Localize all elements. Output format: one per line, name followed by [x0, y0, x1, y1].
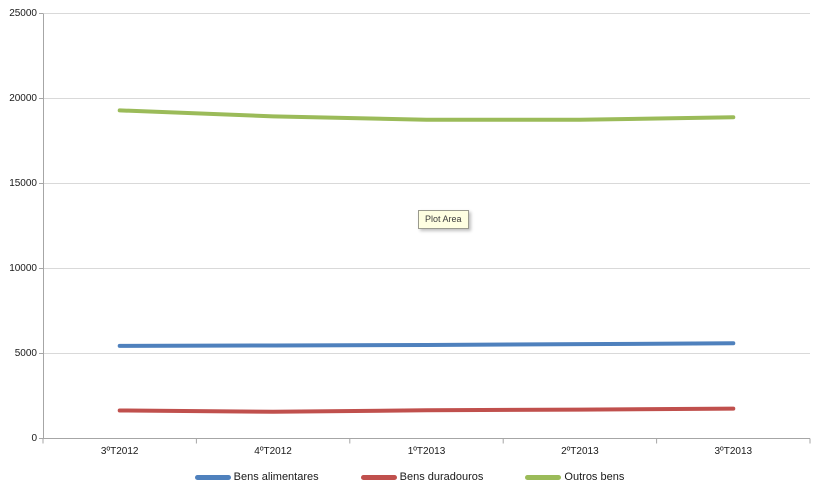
x-axis-tick-label: 3ºT2013 — [714, 446, 753, 457]
y-axis-tick-label: 5000 — [14, 347, 37, 359]
y-axis-tick-label: 15000 — [9, 177, 37, 189]
series-line-outros-bens[interactable] — [117, 108, 736, 122]
legend-swatch-icon — [525, 474, 562, 480]
series-line-bens-alimentares[interactable] — [117, 341, 736, 348]
plot-area-tooltip-label: Plot Area — [425, 214, 462, 224]
legend-item-bens-alimentares[interactable]: Bens alimentares — [194, 471, 319, 483]
x-axis-tick-label: 3ºT2012 — [100, 446, 139, 457]
legend-label: Outros bens — [564, 471, 625, 483]
legend-label: Bens alimentares — [233, 471, 319, 483]
y-axis-tick-label: 0 — [31, 432, 37, 444]
legend-swatch-icon — [194, 474, 231, 480]
chart-legend: Bens alimentares Bens duradouros Outros … — [0, 471, 819, 483]
legend-swatch-icon — [360, 474, 397, 480]
y-axis-tick-label: 25000 — [9, 7, 37, 19]
legend-item-outros-bens[interactable]: Outros bens — [525, 471, 624, 483]
y-axis-tick-label: 20000 — [9, 92, 37, 104]
plot-area-tooltip: Plot Area — [418, 210, 469, 229]
y-axis-tick-label: 10000 — [9, 262, 37, 274]
x-axis-tick-label: 2ºT2013 — [561, 446, 599, 457]
x-axis-tick-label: 4ºT2012 — [254, 446, 292, 457]
legend-label: Bens duradouros — [399, 471, 484, 483]
series-line-bens-duradouros[interactable] — [117, 406, 736, 414]
x-axis-tick-label: 1ºT2013 — [407, 446, 446, 457]
legend-item-bens-duradouros[interactable]: Bens duradouros — [360, 471, 484, 483]
